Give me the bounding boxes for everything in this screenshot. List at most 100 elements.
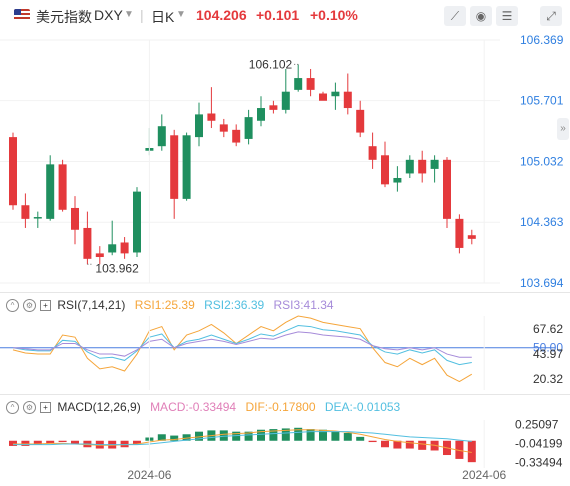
expand-icon[interactable]: + [40,402,51,414]
macd-histogram-bar [455,440,464,459]
us-flag-icon [14,9,30,21]
rsi1-value: RSI1:25.39 [134,298,195,312]
macd-histogram-bar [58,440,67,443]
candle-body [219,124,228,132]
settings-icon[interactable]: ☰ [496,6,518,26]
candle-body [108,244,117,253]
macd-histogram-bar [331,431,340,441]
candle-body [71,207,79,230]
macd-histogram-bar [393,440,402,449]
candle-body [95,253,104,258]
macd-tick-label: 0.25097 [515,417,559,431]
candle-body [356,109,365,133]
macd-histogram-bar [319,429,327,441]
macd-histogram-bar [244,431,253,441]
macd-histogram-bar [269,429,278,441]
macd-histogram-bar [232,431,241,441]
price-tick-label: 104.363 [520,215,564,229]
dea-line [13,431,472,446]
candle-body [257,108,265,121]
instrument-symbol[interactable]: DXY [94,7,123,23]
price-tick-label: 106.369 [520,33,564,47]
rsi-tick-label: 43.97 [533,347,563,361]
macd-histogram-bar [157,434,166,441]
candle-body [393,177,402,183]
symbol-dropdown-icon[interactable]: ▼ [124,9,134,20]
macd-value: MACD:-0.33494 [150,400,237,414]
high-label: 106.102 [249,57,293,71]
macd-histogram-bar [368,440,377,443]
candle-body [294,78,303,90]
gear-icon[interactable]: ⚙ [23,401,36,415]
candle-body [207,113,216,121]
candle-body [381,155,389,185]
macd-histogram-bar [133,440,141,445]
candle-body [195,114,203,138]
macd-tick-label: -0.04199 [515,436,563,450]
candle-body [244,117,253,139]
fullscreen-icon[interactable]: ⤢ [540,6,562,26]
low-label: 103.962 [95,261,139,275]
rsi-label[interactable]: RSI(7,14,21) [57,298,126,312]
x-tick-label: 2024-06 [127,468,171,482]
candle-body [58,164,67,210]
candle-body [418,159,427,174]
macd-tick-label: -0.33494 [515,455,563,469]
candle-body [232,129,241,143]
gear-icon[interactable]: ⚙ [23,299,36,313]
macd-histogram-bar [46,440,55,444]
macd-histogram-bar [219,430,228,441]
macd-histogram-bar [195,431,203,441]
rsi3-line [12,331,472,358]
instrument-name[interactable]: 美元指数 [36,9,92,25]
collapse-icon[interactable]: ^ [6,401,19,415]
macd-histogram-bar [281,428,290,441]
macd-histogram-bar [418,440,427,450]
macd-histogram-bar [381,440,389,448]
rsi-header: ^ ⚙ + RSI(7,14,21) RSI1:25.39 RSI2:36.39 R… [6,298,334,313]
candle-body [467,235,476,239]
candle-body [281,91,290,110]
macd-label[interactable]: MACD(12,26,9) [57,400,141,414]
candle-body [430,159,439,169]
x-tick-label: 2024-06 [462,468,506,482]
macd-histogram-bar [306,429,315,441]
candle-body [133,191,141,253]
divider: | [140,7,144,23]
rsi1-line [12,315,473,383]
price-tick-label: 105.032 [520,154,564,168]
candle-body [269,105,278,110]
candle-body [331,91,340,97]
candle-body [120,242,129,254]
candle-body [170,135,179,199]
rsi3-value: RSI3:41.34 [273,298,334,312]
dif-value: DIF:-0.17800 [245,400,316,414]
dif-line [13,429,472,453]
macd-histogram-bar [9,440,17,446]
draw-line-icon[interactable]: ⟋ [444,6,466,26]
expand-icon[interactable]: + [40,300,51,312]
candle-body [182,135,191,199]
period-selector[interactable]: 日K [151,9,175,25]
candle-body [9,137,17,206]
rsi-tick-label: 20.32 [533,372,563,386]
candle-body [405,159,414,174]
pane-divider [0,394,570,395]
candle-body [46,164,55,219]
candle-body [343,91,352,109]
candle-body [368,146,377,160]
rsi-tick-label: 67.62 [533,322,563,336]
period-dropdown-icon[interactable]: ▼ [176,9,186,20]
candle-body [157,126,166,147]
macd-histogram-bar [356,436,365,441]
scroll-right-icon[interactable]: » [557,118,569,140]
chart-header: 美元指数 DXY ▼ | 日K ▼ 104.206 +0.101 +0.10% … [0,0,570,32]
candle-body [443,159,451,219]
macd-histogram-bar [257,429,265,441]
collapse-icon[interactable]: ^ [6,299,19,313]
eye-icon[interactable]: ◉ [470,6,492,26]
macd-histogram-bar [182,434,191,441]
candle-body [83,227,92,259]
candle-body [319,93,327,101]
